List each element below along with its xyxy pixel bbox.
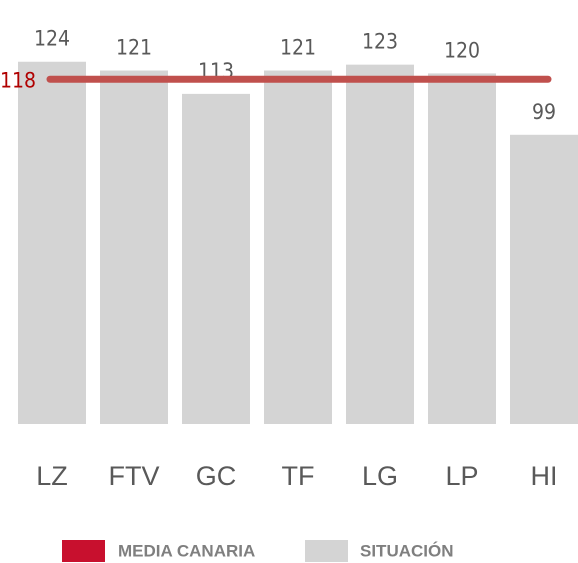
bar bbox=[510, 134, 578, 424]
legend-label: MEDIA CANARIA bbox=[118, 541, 255, 560]
value-label: 121 bbox=[116, 36, 152, 60]
bar bbox=[264, 70, 332, 424]
value-label: 124 bbox=[34, 27, 70, 51]
bar bbox=[18, 61, 86, 424]
x-tick-label: HI bbox=[531, 461, 558, 491]
x-tick-label: FTV bbox=[109, 461, 160, 491]
legend-swatch bbox=[62, 540, 105, 562]
value-label: 121 bbox=[280, 36, 316, 60]
bar bbox=[428, 73, 496, 424]
x-tick-label: LP bbox=[445, 461, 478, 491]
x-tick-label: TF bbox=[282, 461, 315, 491]
reference-label: 118 bbox=[0, 68, 36, 92]
x-tick-label: GC bbox=[196, 461, 237, 491]
bar bbox=[100, 70, 168, 424]
value-label: 99 bbox=[532, 100, 556, 124]
bar bbox=[346, 64, 414, 425]
x-tick-label: LZ bbox=[36, 461, 68, 491]
legend-swatch bbox=[305, 540, 348, 562]
bar bbox=[182, 93, 250, 424]
value-label: 123 bbox=[362, 30, 398, 54]
value-label: 120 bbox=[444, 38, 480, 62]
x-tick-label: LG bbox=[362, 461, 398, 491]
legend-label: SITUACIÓN bbox=[360, 541, 454, 560]
